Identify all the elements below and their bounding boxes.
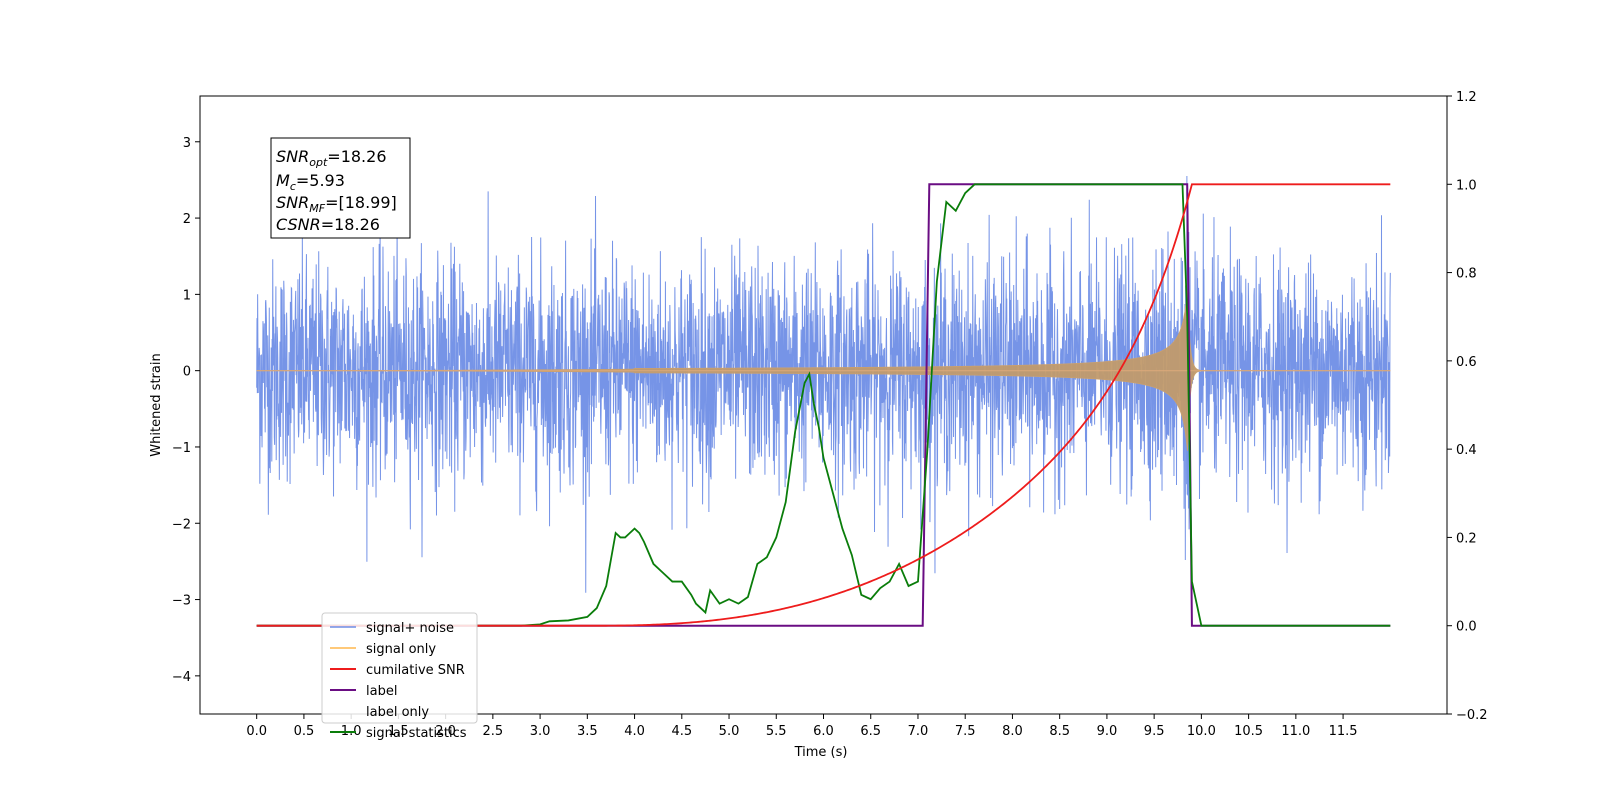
x-tick-label: 9.0 [1097,724,1118,739]
x-tick-label: 10.5 [1234,724,1263,739]
x-tick-label: 4.0 [624,724,645,739]
y2-tick-label: −0.2 [1456,708,1488,723]
y-tick-label: 1 [183,288,191,303]
x-tick-label: 0.5 [294,724,315,739]
x-tick-label: 5.0 [719,724,740,739]
y-tick-label: −2 [172,517,191,532]
x-tick-label: 11.5 [1329,724,1358,739]
legend-label: signal only [366,642,436,657]
annotation-snr-mf: SNRMF=[18.99] [276,193,397,215]
y2-tick-label: 1.2 [1456,90,1477,105]
annotation-box: SNRopt=18.26 Mc=5.93 SNRMF=[18.99] CSNR=… [270,137,411,239]
legend-label: signal+ noise [366,621,454,636]
x-tick-label: 7.5 [955,724,976,739]
x-tick-label: 9.5 [1144,724,1165,739]
x-tick-label: 0.0 [246,724,267,739]
y2-tick-label: 0.6 [1456,355,1477,370]
series-signal-plus-noise [256,175,1391,593]
x-tick-label: 5.5 [766,724,787,739]
y-tick-label: 0 [183,365,191,380]
x-tick-label: 3.5 [577,724,598,739]
y-tick-label: 3 [183,136,191,151]
x-tick-label: 10.0 [1187,724,1216,739]
x-tick-label: 1.5 [388,724,409,739]
legend-label: cumilative SNR [366,663,465,678]
x-tick-label: 2.0 [435,724,456,739]
x-tick-label: 2.5 [483,724,504,739]
y2-tick-label: 0.2 [1456,531,1477,546]
x-tick-label: 6.5 [860,724,881,739]
annotation-mc: Mc=5.93 [276,171,345,193]
y2-tick-label: 0.0 [1456,620,1477,635]
annotation-snr-opt: SNRopt=18.26 [276,147,387,169]
x-axis-label: Time (s) [794,745,848,760]
x-tick-label: 11.0 [1281,724,1310,739]
legend-label: label [366,684,397,699]
legend: signal+ noise signal only cumilative SNR la… [321,612,478,741]
y-tick-label: −4 [172,670,191,685]
x-tick-label: 7.0 [908,724,929,739]
axis-ticks: 0.0 0.5 1.0 1.5 2.0 2.5 3.0 3.5 4.0 4.5 5.0 5.5 6.0 6… [172,90,1488,739]
annotation-box-frame [270,137,411,239]
x-tick-label: 4.5 [671,724,692,739]
y-tick-label: 2 [183,212,191,227]
y2-tick-label: 0.4 [1456,443,1477,458]
x-tick-label: 3.0 [530,724,551,739]
y2-tick-label: 0.8 [1456,267,1477,282]
y-tick-label: −1 [172,441,191,456]
y-tick-label: −3 [172,594,191,609]
x-tick-label: 8.5 [1049,724,1070,739]
series-signal-statistics [256,183,1391,627]
x-tick-label: 6.0 [813,724,834,739]
legend-frame [321,612,478,724]
annotation-csnr: CSNR=18.26 [276,215,380,234]
legend-label: signal statistics [366,726,467,741]
y-axis-label: Whitened strain [149,353,164,456]
y2-tick-label: 1.0 [1456,178,1477,193]
x-tick-label: 8.0 [1002,724,1023,739]
legend-label: label only [366,705,429,720]
plot-area [256,175,1391,627]
